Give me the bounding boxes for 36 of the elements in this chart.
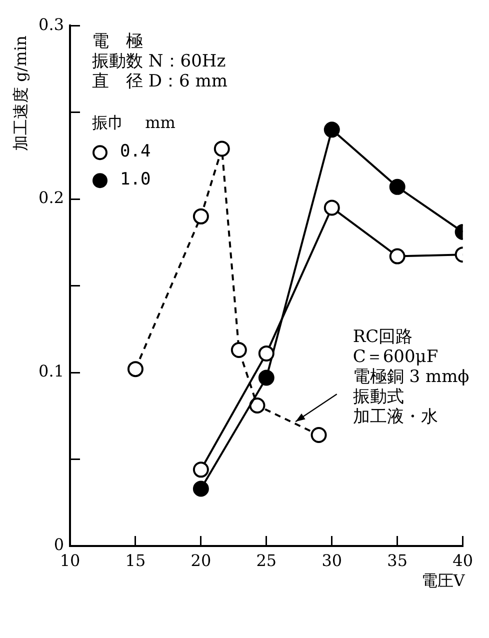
x-tick-label: 25	[256, 550, 277, 570]
y-axis-title: 加工速度 g/min	[11, 36, 30, 151]
x-tick-label: 30	[322, 550, 342, 570]
annotation: 電 極	[92, 32, 143, 52]
annotation: C＝600μF	[352, 347, 438, 368]
point	[258, 345, 274, 362]
y-tick-label: 0.3	[38, 14, 64, 34]
point	[127, 361, 144, 378]
point	[192, 208, 209, 224]
x-axis-title: 電圧V	[421, 571, 466, 590]
point	[192, 462, 209, 478]
legend-title: 振巾 mm	[92, 112, 176, 132]
legend-label: 1.0	[120, 170, 151, 190]
point	[324, 122, 340, 138]
y-tick-label: 0.2	[38, 188, 64, 208]
x-tick-label: 35	[387, 550, 408, 570]
y-tick-label: 0.1	[38, 362, 64, 381]
legend-label: 0.4	[120, 142, 151, 162]
point	[258, 370, 274, 386]
annotation: 振動数 N：60Hz	[92, 52, 226, 72]
annotation: 振動式	[352, 387, 404, 408]
point	[192, 480, 209, 497]
x-tick-label: 40	[452, 550, 473, 570]
annotation: 電極銅 3 mmϕ	[352, 367, 470, 388]
point	[310, 426, 327, 443]
annotation: 加工液・水	[352, 407, 438, 428]
point	[389, 248, 406, 264]
point	[324, 200, 340, 216]
x-tick-label: 15	[125, 550, 146, 570]
point	[249, 397, 266, 414]
point	[230, 342, 247, 358]
x-tick-label: 20	[190, 550, 212, 570]
point	[214, 140, 230, 157]
annotation: 直 径 D：6 mm	[92, 72, 228, 92]
point	[389, 178, 406, 195]
annotation: RC回路	[352, 327, 413, 348]
